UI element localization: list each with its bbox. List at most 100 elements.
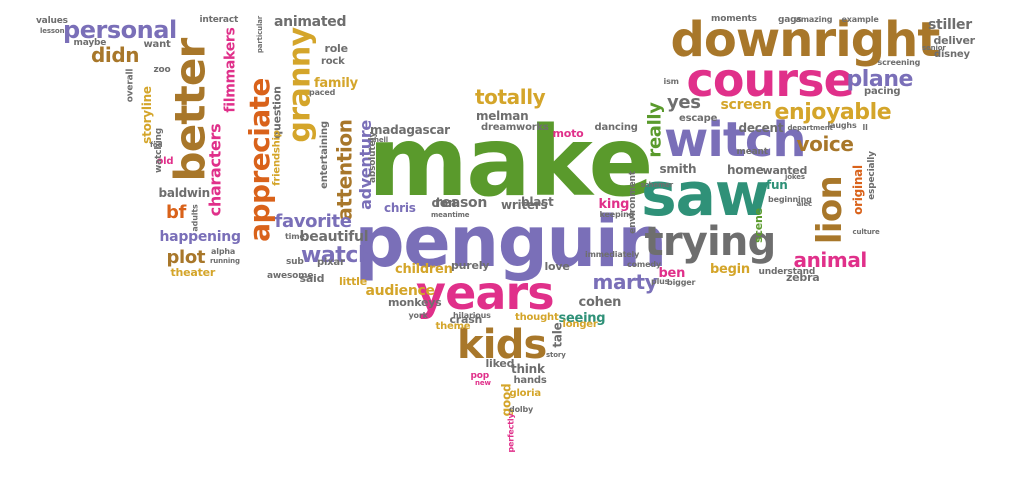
word-filmmakers: filmmakers xyxy=(222,27,239,113)
word-think: think xyxy=(511,362,545,376)
word-theater: theater xyxy=(170,265,216,279)
word-favorite: favorite xyxy=(274,211,352,232)
word-ism: ism xyxy=(663,77,680,86)
word-bf: bf xyxy=(166,202,186,223)
word-king: king xyxy=(598,196,630,212)
word-make: make xyxy=(368,106,653,218)
word-alec: alec xyxy=(796,199,813,208)
word-immediately: immediately xyxy=(585,250,640,259)
word-laughs: laughs xyxy=(827,121,857,130)
word-baldwin: baldwin xyxy=(158,186,211,200)
word-alpha: alpha xyxy=(211,247,236,256)
word-zebra: zebra xyxy=(786,270,820,284)
word-tale: tale xyxy=(550,322,565,348)
word-time: time xyxy=(285,232,305,241)
word-interact: interact xyxy=(199,14,239,25)
word-example: example xyxy=(841,15,879,24)
word-running: running xyxy=(210,256,240,265)
word-blast: blast xyxy=(521,195,554,209)
word-gags: gags xyxy=(778,14,802,25)
word-paced: paced xyxy=(309,88,336,97)
word-smith: smith xyxy=(659,162,697,176)
word-understand: understand xyxy=(758,266,816,277)
word-liked: liked xyxy=(485,356,515,370)
word-overall: overall xyxy=(125,68,136,102)
word-begin: begin xyxy=(710,261,750,277)
word-sub: sub xyxy=(286,256,304,267)
word-watch: watch xyxy=(301,243,374,268)
word-audience: audience xyxy=(365,283,436,299)
word-little: little xyxy=(339,274,367,288)
word-theme: theme xyxy=(435,321,471,332)
word-fed: fed xyxy=(150,140,163,149)
word-reason: reason xyxy=(435,195,488,211)
word-escape: escape xyxy=(679,113,718,124)
word-moto: moto xyxy=(552,126,584,140)
word-fun: fun xyxy=(766,178,788,192)
word-meantime: meantime xyxy=(431,210,470,219)
word-bigger: bigger xyxy=(667,278,696,287)
word-downright: downright xyxy=(670,12,941,68)
word-deliver: deliver xyxy=(933,33,976,47)
word-wanted: wanted xyxy=(762,163,808,177)
word-rock: rock xyxy=(321,56,345,67)
word-awesome: awesome xyxy=(267,270,314,281)
word-dolby: dolby xyxy=(509,405,534,414)
word-trying: trying xyxy=(644,219,777,265)
word-pacing: pacing xyxy=(864,86,901,97)
word-environment: environment xyxy=(627,170,638,234)
word-don: don xyxy=(431,196,457,210)
word-lion: lion xyxy=(810,175,851,245)
word-jokes: jokes xyxy=(785,172,805,181)
word-penguin: penguin xyxy=(354,201,668,283)
word-voice: voice xyxy=(796,132,854,156)
word-really: really xyxy=(644,102,666,158)
word-characters: characters xyxy=(204,123,224,217)
word-dreamworks: dreamworks xyxy=(481,122,549,133)
word-writers: writers xyxy=(501,198,548,212)
word-animated: animated xyxy=(274,14,347,30)
word-appreciate: appreciate xyxy=(242,78,276,242)
word-madagascar: madagascar xyxy=(370,123,450,137)
word-especially: especially xyxy=(866,150,877,200)
word-monkeys: monkeys xyxy=(388,295,442,309)
word-plane: plane xyxy=(846,67,914,92)
word-witch: witch xyxy=(664,112,807,168)
word-culture: culture xyxy=(852,227,880,236)
word-happening: happening xyxy=(159,229,241,245)
word-old: old xyxy=(156,156,174,167)
word-friendship: friendship xyxy=(271,130,283,186)
word-love: love xyxy=(544,259,570,273)
word-moments: moments xyxy=(711,13,757,24)
word-melman: melman xyxy=(476,109,529,123)
word-york: york xyxy=(408,311,429,320)
word-didn: didn xyxy=(91,43,140,67)
word-screen: screen xyxy=(720,97,772,113)
word-personal: personal xyxy=(63,16,177,44)
word-new: new xyxy=(475,378,491,387)
word-ll: ll xyxy=(862,123,868,132)
word-totally: totally xyxy=(475,85,546,109)
word-home: home xyxy=(727,163,764,177)
word-marty: marty xyxy=(592,270,658,294)
word-years: years xyxy=(416,266,555,320)
word-values: values xyxy=(36,15,68,26)
word-longer: longer xyxy=(562,319,598,330)
word-course: course xyxy=(686,53,855,107)
word-adults: adults xyxy=(190,204,200,232)
word-want: want xyxy=(143,39,171,50)
word-amazing: amazing xyxy=(795,15,833,24)
word-role: role xyxy=(324,41,349,55)
word-pixar: pixar xyxy=(317,257,345,268)
word-original: original xyxy=(850,165,865,215)
word-granny: granny xyxy=(282,27,318,143)
word-animal: animal xyxy=(793,248,868,272)
word-beginning: beginning xyxy=(768,195,812,204)
word-dancing: dancing xyxy=(594,122,638,133)
word-meant: meant xyxy=(736,146,769,157)
word-plus: plus xyxy=(651,277,670,286)
word-yes: yes xyxy=(667,92,701,113)
word-saw: saw xyxy=(641,160,770,230)
word-watching: watching xyxy=(153,127,164,173)
word-hilarious: hilarious xyxy=(453,311,491,320)
